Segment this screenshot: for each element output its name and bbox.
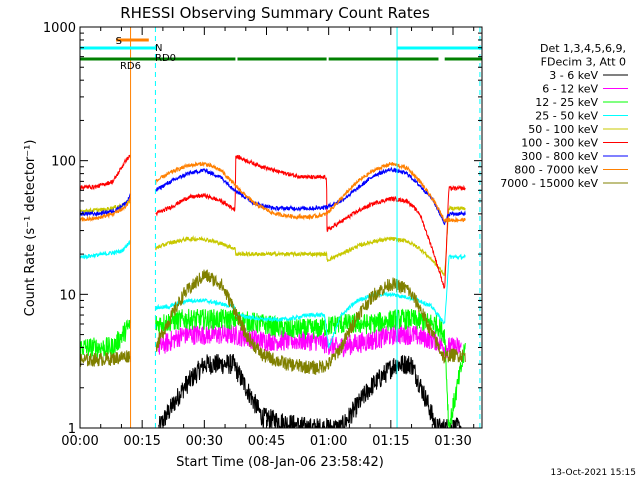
x-tick-label-5: 01:15 <box>372 434 409 449</box>
x-tick-label-6: 01:30 <box>434 434 471 449</box>
legend-label-4: 50 - 100 keV <box>528 123 598 136</box>
legend-label-5: 100 - 300 keV <box>521 137 598 150</box>
y-tick-label-3: 1000 <box>43 21 76 36</box>
y-tick-label-1: 10 <box>59 288 76 303</box>
legend: Det 1,3,4,5,6,9,FDecim 3, Att 03 - 6 keV… <box>500 42 628 190</box>
legend-label-2: 12 - 25 keV <box>535 96 598 109</box>
legend-label-6: 300 - 800 keV <box>521 150 598 163</box>
x-tick-label-4: 01:00 <box>310 434 347 449</box>
x-tick-label-0: 00:00 <box>61 434 98 449</box>
flag-label-s: S <box>116 36 122 47</box>
series-line-7 <box>79 161 466 224</box>
series-line-6 <box>79 166 466 226</box>
legend-label-0: 3 - 6 keV <box>549 69 598 82</box>
footer-date: 13-Oct-2021 15:15 <box>551 468 636 478</box>
series-line-2 <box>79 308 466 429</box>
flag-label-rd0: RD0 <box>155 53 176 64</box>
legend-label-7: 800 - 7000 keV <box>514 164 598 177</box>
series-line-0 <box>158 353 462 430</box>
plot-frame <box>79 26 483 429</box>
chart-title: RHESSI Observing Summary Count Rates <box>120 4 430 22</box>
legend-label-1: 6 - 12 keV <box>542 83 598 96</box>
legend-header-1: FDecim 3, Att 0 <box>541 56 626 69</box>
y-axis: 1 10 100 1000 <box>43 21 482 437</box>
flag-label-rd6: RD6 <box>120 61 141 72</box>
y-tick-label-0: 1 <box>68 422 76 437</box>
legend-header-0: Det 1,3,4,5,6,9, <box>540 42 626 55</box>
y-tick-label-2: 100 <box>51 155 76 170</box>
x-axis: 00:00 00:15 00:30 00:45 01:00 01:15 01:30 <box>61 27 475 449</box>
x-axis-label: Start Time (08-Jan-06 23:58:42) <box>176 455 384 470</box>
series-line-8 <box>79 269 466 375</box>
x-tick-label-1: 00:15 <box>123 434 160 449</box>
x-tick-label-3: 00:45 <box>248 434 285 449</box>
series-line-5 <box>79 154 466 289</box>
x-tick-label-2: 00:30 <box>186 434 223 449</box>
legend-label-3: 25 - 50 keV <box>535 110 598 123</box>
y-axis-label: Count Rate (s⁻¹ detector⁻¹) <box>23 140 38 317</box>
legend-label-8: 7000 - 15000 keV <box>500 177 598 190</box>
flag-label-n: N <box>155 43 162 54</box>
